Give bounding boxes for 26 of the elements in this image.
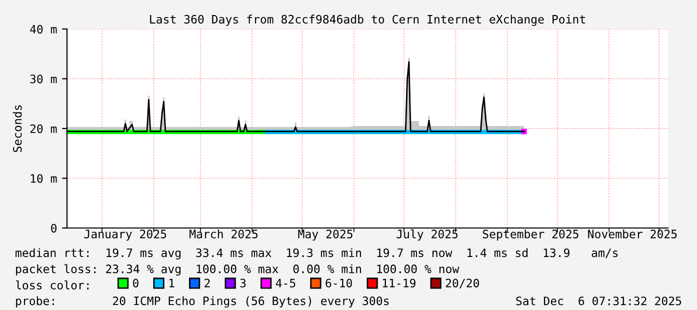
x-tick-label: January 2025 <box>84 230 166 241</box>
x-tick-label: May 2025 <box>298 230 352 241</box>
text: Sat Dec 6 07:31:32 2025 <box>516 296 682 306</box>
legend-label: 4-5 <box>276 278 296 288</box>
x-tick-label: March 2025 <box>190 229 258 238</box>
y-tick-label: 20 m <box>30 124 57 134</box>
legend-label: 3 <box>240 278 246 288</box>
legend-label: 2 <box>204 278 210 288</box>
text: loss color: <box>16 280 89 290</box>
legend-label: 6-10 <box>326 278 352 288</box>
y-axis-title: Seconds <box>12 105 22 152</box>
legend-label: 0 <box>133 278 138 288</box>
text: median rtt: 19.7 ms avg 33.4 ms max 19.3 ms min 19.7 ms now 1.4 ms sd 13.9 am/s <box>16 248 618 260</box>
y-tick-label: 30 m <box>30 74 57 84</box>
legend-label: 20/20 <box>446 278 479 288</box>
x-tick-label: November 2025 <box>588 229 677 238</box>
x-tick-label: September 2025 <box>482 229 578 241</box>
chart-title: Last 360 Days from 82ccf9846adb to Cern Internet eXchange Point <box>150 14 585 26</box>
x-tick-label: July 2025 <box>396 229 458 241</box>
text: packet loss: 23.34 % avg 100.00 % max 0.00 % min 100.00 % now <box>16 264 460 276</box>
y-tick-label: 40 m <box>30 24 57 34</box>
legend-label: 11-19 <box>382 278 416 288</box>
y-tick-label: 0 <box>51 224 57 233</box>
legend-label: 1 <box>169 278 174 288</box>
text: probe: 20 ICMP Echo Pings (56 Bytes) every 300s <box>16 296 389 308</box>
y-tick-label: 10 m <box>30 174 57 183</box>
